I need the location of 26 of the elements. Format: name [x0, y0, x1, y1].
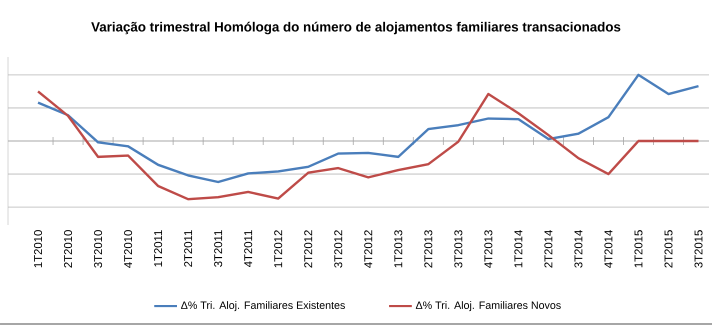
x-tick-label: 4T2010: [124, 230, 132, 268]
legend-label: Δ% Tri. Aloj. Familiares Novos: [416, 301, 561, 312]
x-tick-label: 2T2014: [544, 230, 552, 268]
x-tick-label: 3T2015: [694, 230, 703, 268]
x-tick-label: 1T2015: [634, 230, 642, 268]
x-tick-label: 2T2012: [304, 230, 312, 268]
x-tick-label: 4T2013: [484, 230, 492, 268]
x-tick-label: 2T2015: [664, 230, 672, 268]
x-tick-label: 2T2011: [184, 230, 192, 267]
x-tick-label: 1T2012: [274, 230, 282, 268]
chart-title: Variação trimestral Homóloga do número de alojamentos familiares transacionados: [91, 22, 620, 34]
x-tick-label: 4T2011: [244, 230, 252, 268]
x-tick-label: 3T2013: [454, 230, 462, 268]
x-tick-label: 2T2013: [424, 230, 432, 268]
x-tick-label: 3T2011: [214, 230, 222, 267]
x-tick-label: 1T2014: [514, 230, 522, 268]
legend-label: Δ% Tri. Aloj. Familiares Existentes: [181, 301, 345, 312]
x-tick-label: 1T2011: [154, 230, 162, 266]
x-tick-label: 1T2010: [34, 230, 42, 268]
x-tick-label: 2T2010: [64, 230, 72, 268]
x-tick-label: 3T2014: [574, 230, 582, 268]
x-tick-label: 3T2012: [334, 230, 342, 268]
x-tick-label: 3T2010: [94, 230, 102, 268]
x-tick-label: 4T2012: [364, 230, 372, 268]
x-tick-label: 1T2013: [394, 230, 402, 268]
x-tick-label: 4T2014: [604, 230, 612, 268]
